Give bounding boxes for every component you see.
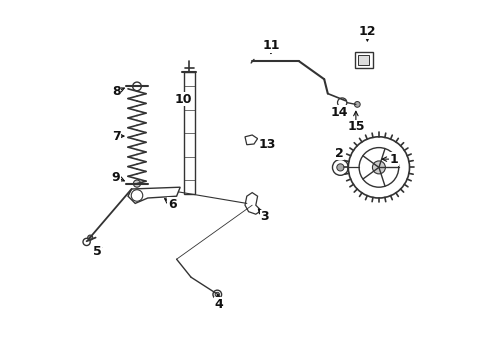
Bar (184, 72, 195, 194)
Text: 15: 15 (347, 120, 365, 133)
Circle shape (337, 164, 344, 171)
Circle shape (88, 235, 93, 240)
Circle shape (354, 102, 360, 107)
Text: 11: 11 (262, 39, 280, 52)
Circle shape (372, 161, 386, 174)
Text: 8: 8 (112, 85, 121, 98)
Text: 6: 6 (168, 198, 176, 211)
Text: 1: 1 (390, 153, 399, 166)
Bar (355, 52, 373, 68)
Text: 3: 3 (261, 210, 269, 223)
Text: 5: 5 (93, 245, 102, 258)
Circle shape (133, 180, 141, 187)
Text: 2: 2 (335, 147, 343, 159)
Bar (358, 55, 369, 65)
Text: 12: 12 (359, 25, 376, 38)
Text: 7: 7 (112, 130, 121, 143)
Text: 9: 9 (112, 171, 121, 184)
Text: 4: 4 (215, 298, 223, 311)
Text: 10: 10 (174, 93, 192, 105)
Text: 14: 14 (331, 106, 348, 119)
Circle shape (215, 292, 220, 297)
Text: 13: 13 (259, 138, 276, 150)
